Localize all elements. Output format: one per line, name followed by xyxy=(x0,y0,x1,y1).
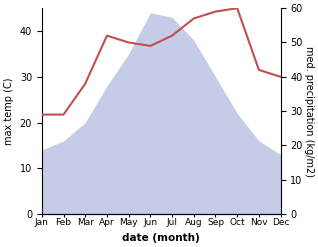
X-axis label: date (month): date (month) xyxy=(122,233,200,243)
Y-axis label: max temp (C): max temp (C) xyxy=(4,77,14,145)
Y-axis label: med. precipitation (kg/m2): med. precipitation (kg/m2) xyxy=(304,46,314,177)
